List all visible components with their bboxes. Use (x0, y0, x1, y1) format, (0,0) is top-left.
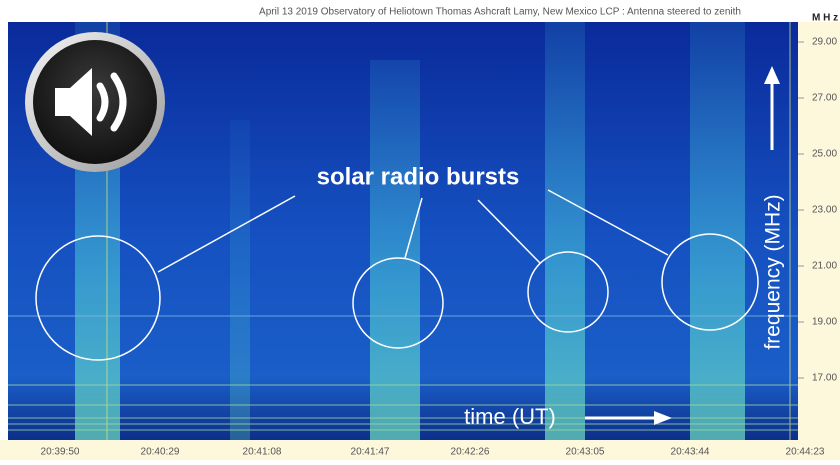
frequency-tick-label: 29.00 (812, 37, 837, 48)
page: April 13 2019 Observatory of Heliotown T… (0, 0, 840, 465)
frequency-tick-label: 27.00 (812, 93, 837, 104)
frequency-tick-label: 17.00 (812, 373, 837, 384)
time-tick-label: 20:43:05 (566, 447, 605, 458)
bursts-label: solar radio bursts (317, 163, 520, 190)
time-tick-label: 20:42:26 (451, 447, 490, 458)
frequency-tick-label: 23.00 (812, 205, 837, 216)
screenshot: April 13 2019 Observatory of Heliotown T… (0, 0, 840, 460)
axis-panel (0, 440, 840, 460)
frequency-tick-label: 21.00 (812, 261, 837, 272)
time-tick-label: 20:41:47 (351, 447, 390, 458)
time-label: time (UT) (464, 404, 556, 429)
header-caption: April 13 2019 Observatory of Heliotown T… (259, 7, 741, 18)
frequency-tick-label: 25.00 (812, 149, 837, 160)
unit-label: M H z (812, 13, 838, 24)
time-tick-label: 20:44:23 (786, 447, 825, 458)
time-tick-label: 20:40:29 (141, 447, 180, 458)
frequency-tick-label: 19.00 (812, 317, 837, 328)
frequency-label: frequency (MHz) (762, 194, 785, 349)
speaker-icon[interactable] (25, 32, 165, 172)
time-tick-label: 20:39:50 (41, 447, 80, 458)
time-tick-label: 20:41:08 (243, 447, 282, 458)
time-tick-label: 20:43:44 (671, 447, 710, 458)
